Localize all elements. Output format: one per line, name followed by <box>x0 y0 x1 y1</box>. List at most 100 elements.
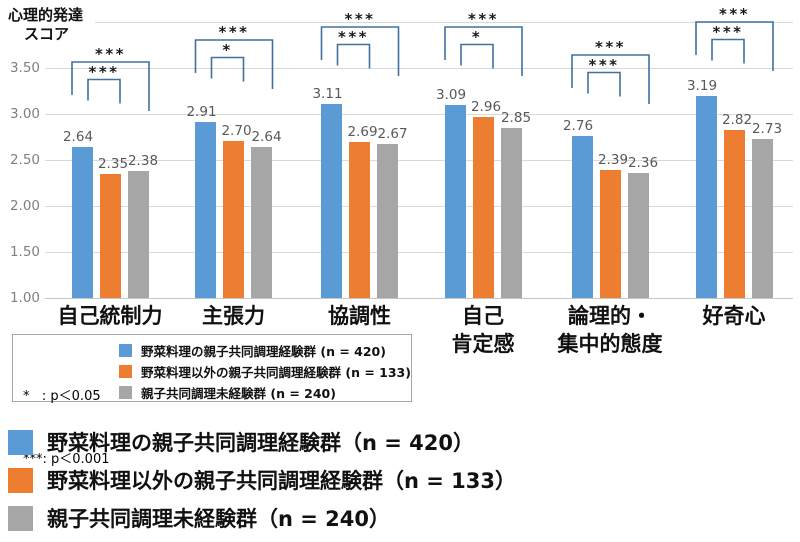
sig-bracket <box>711 38 745 64</box>
bar <box>251 146 272 298</box>
y-axis-title: 心理的発達 スコア <box>8 6 83 44</box>
bar-value-label: 2.91 <box>186 104 217 120</box>
bar-value-label: 2.38 <box>127 152 159 169</box>
bar <box>349 142 370 298</box>
bar-value-label: 3.11 <box>312 85 343 102</box>
bar <box>321 103 342 298</box>
bar <box>571 135 593 298</box>
bar-value-label: 2.76 <box>562 117 594 134</box>
y-tick-label: 2.00 <box>9 197 40 214</box>
bar <box>500 127 522 298</box>
y-tick-label: 3.50 <box>9 59 40 76</box>
bar <box>223 141 244 298</box>
bar <box>99 173 121 298</box>
legend-label: 野菜料理の親子共同調理経験群（n = 420） <box>47 431 475 455</box>
y-tick-label: 2.50 <box>9 151 40 168</box>
category-label: 好奇心 <box>702 304 766 328</box>
gridline <box>45 297 793 299</box>
sig-bracket <box>210 56 245 82</box>
bar-value-label: 2.67 <box>377 126 408 143</box>
category-label: 論理的・ 集中的態度 <box>557 304 663 356</box>
sig-bracket <box>336 43 371 69</box>
y-axis-title-line2: スコア <box>24 25 70 43</box>
bar <box>71 146 93 298</box>
legend-swatch <box>8 429 33 455</box>
gridline <box>45 67 793 69</box>
bar-value-label: 3.19 <box>686 78 718 95</box>
sig-stars-inner: * <box>471 27 483 46</box>
bar-value-label: 2.35 <box>97 155 129 172</box>
legend-swatch <box>119 386 132 399</box>
gridline <box>45 159 793 161</box>
gridline <box>45 205 793 207</box>
bar-value-label: 2.64 <box>62 128 94 145</box>
gridline <box>95 21 793 23</box>
sig-bracket <box>460 43 494 69</box>
bar <box>723 130 745 298</box>
legend-item: 野菜料理の親子共同調理経験群 (n = 420) <box>119 340 411 361</box>
legend-item: 親子共同調理未経験群（n = 240） <box>8 499 516 537</box>
sig-key-p0001: ***: p＜0.001 <box>23 452 110 467</box>
sig-stars-outer: *** <box>94 45 127 63</box>
legend-item: 野菜料理の親子共同調理経験群（n = 420） <box>8 423 516 461</box>
legend-label: 親子共同調理未経験群 (n = 240) <box>141 386 336 401</box>
bar <box>472 117 494 298</box>
sig-bracket <box>587 71 621 97</box>
sig-stars-outer: *** <box>344 10 376 28</box>
bar <box>627 172 649 298</box>
sig-stars-inner: *** <box>712 22 744 41</box>
sig-stars-inner: *** <box>88 62 120 81</box>
inline-legend: 野菜料理の親子共同調理経験群 (n = 420) 野菜料理以外の親子共同調理経験群… <box>119 340 411 403</box>
legend-swatch <box>119 344 132 357</box>
bar <box>127 170 149 298</box>
bar <box>695 96 717 298</box>
y-tick-label: 3.00 <box>9 105 40 122</box>
sig-stars-inner: *** <box>588 55 620 74</box>
bar <box>195 122 216 298</box>
significance-legend-box: * : p＜0.05 ***: p＜0.001 野菜料理の親子共同調理経験群 (… <box>12 334 412 467</box>
category-label: 主張力 <box>202 304 265 328</box>
bottom-legend: 野菜料理の親子共同調理経験群（n = 420） 野菜料理以外の親子共同調理経験群（… <box>8 423 516 537</box>
legend-label: 野菜料理以外の親子共同調理経験群（n = 133） <box>47 469 517 493</box>
legend-swatch <box>8 467 33 493</box>
legend-swatch <box>8 505 33 531</box>
sig-bracket <box>87 78 121 104</box>
bar-value-label: 2.64 <box>251 128 282 145</box>
sig-stars-inner: *** <box>337 27 370 46</box>
category-label: 自己統制力 <box>57 304 163 328</box>
bar-value-label: 3.09 <box>435 87 467 104</box>
sig-stars-outer: *** <box>467 10 500 28</box>
y-axis-title-line1: 心理的発達 <box>8 6 84 24</box>
bar-value-label: 2.69 <box>347 124 378 141</box>
sig-stars-outer: *** <box>218 23 250 41</box>
bar-value-label: 2.82 <box>721 112 753 129</box>
gridline <box>45 251 793 253</box>
significance-key: * : p＜0.05 ***: p＜0.001 <box>23 344 109 512</box>
bar-value-label: 2.73 <box>751 120 783 137</box>
legend-swatch <box>119 365 132 378</box>
bar-value-label: 2.39 <box>597 151 629 168</box>
sig-stars-outer: *** <box>718 5 751 23</box>
gridline <box>45 113 793 115</box>
legend-item: 野菜料理以外の親子共同調理経験群（n = 133） <box>8 461 516 499</box>
bar-value-label: 2.70 <box>221 123 252 140</box>
sig-stars-inner: * <box>222 40 233 59</box>
sig-key-p005: * : p＜0.05 <box>23 389 101 404</box>
bar <box>444 105 466 298</box>
bar-value-label: 2.36 <box>627 154 659 171</box>
bar-value-label: 2.96 <box>470 99 502 116</box>
category-label: 協調性 <box>328 304 391 328</box>
bar-value-label: 2.85 <box>500 109 532 126</box>
bar <box>377 144 398 298</box>
category-label: 自己 肯定感 <box>451 304 515 356</box>
legend-label: 野菜料理の親子共同調理経験群 (n = 420) <box>141 344 386 359</box>
bar <box>599 169 621 298</box>
bar <box>751 138 773 298</box>
y-tick-label: 1.50 <box>9 243 40 260</box>
legend-label: 親子共同調理未経験群（n = 240） <box>47 507 391 531</box>
legend-label: 野菜料理以外の親子共同調理経験群 (n = 133) <box>141 365 411 380</box>
y-tick-label: 1.00 <box>9 289 40 306</box>
legend-item: 親子共同調理未経験群 (n = 240) <box>119 382 411 403</box>
legend-item: 野菜料理以外の親子共同調理経験群 (n = 133) <box>119 361 411 382</box>
